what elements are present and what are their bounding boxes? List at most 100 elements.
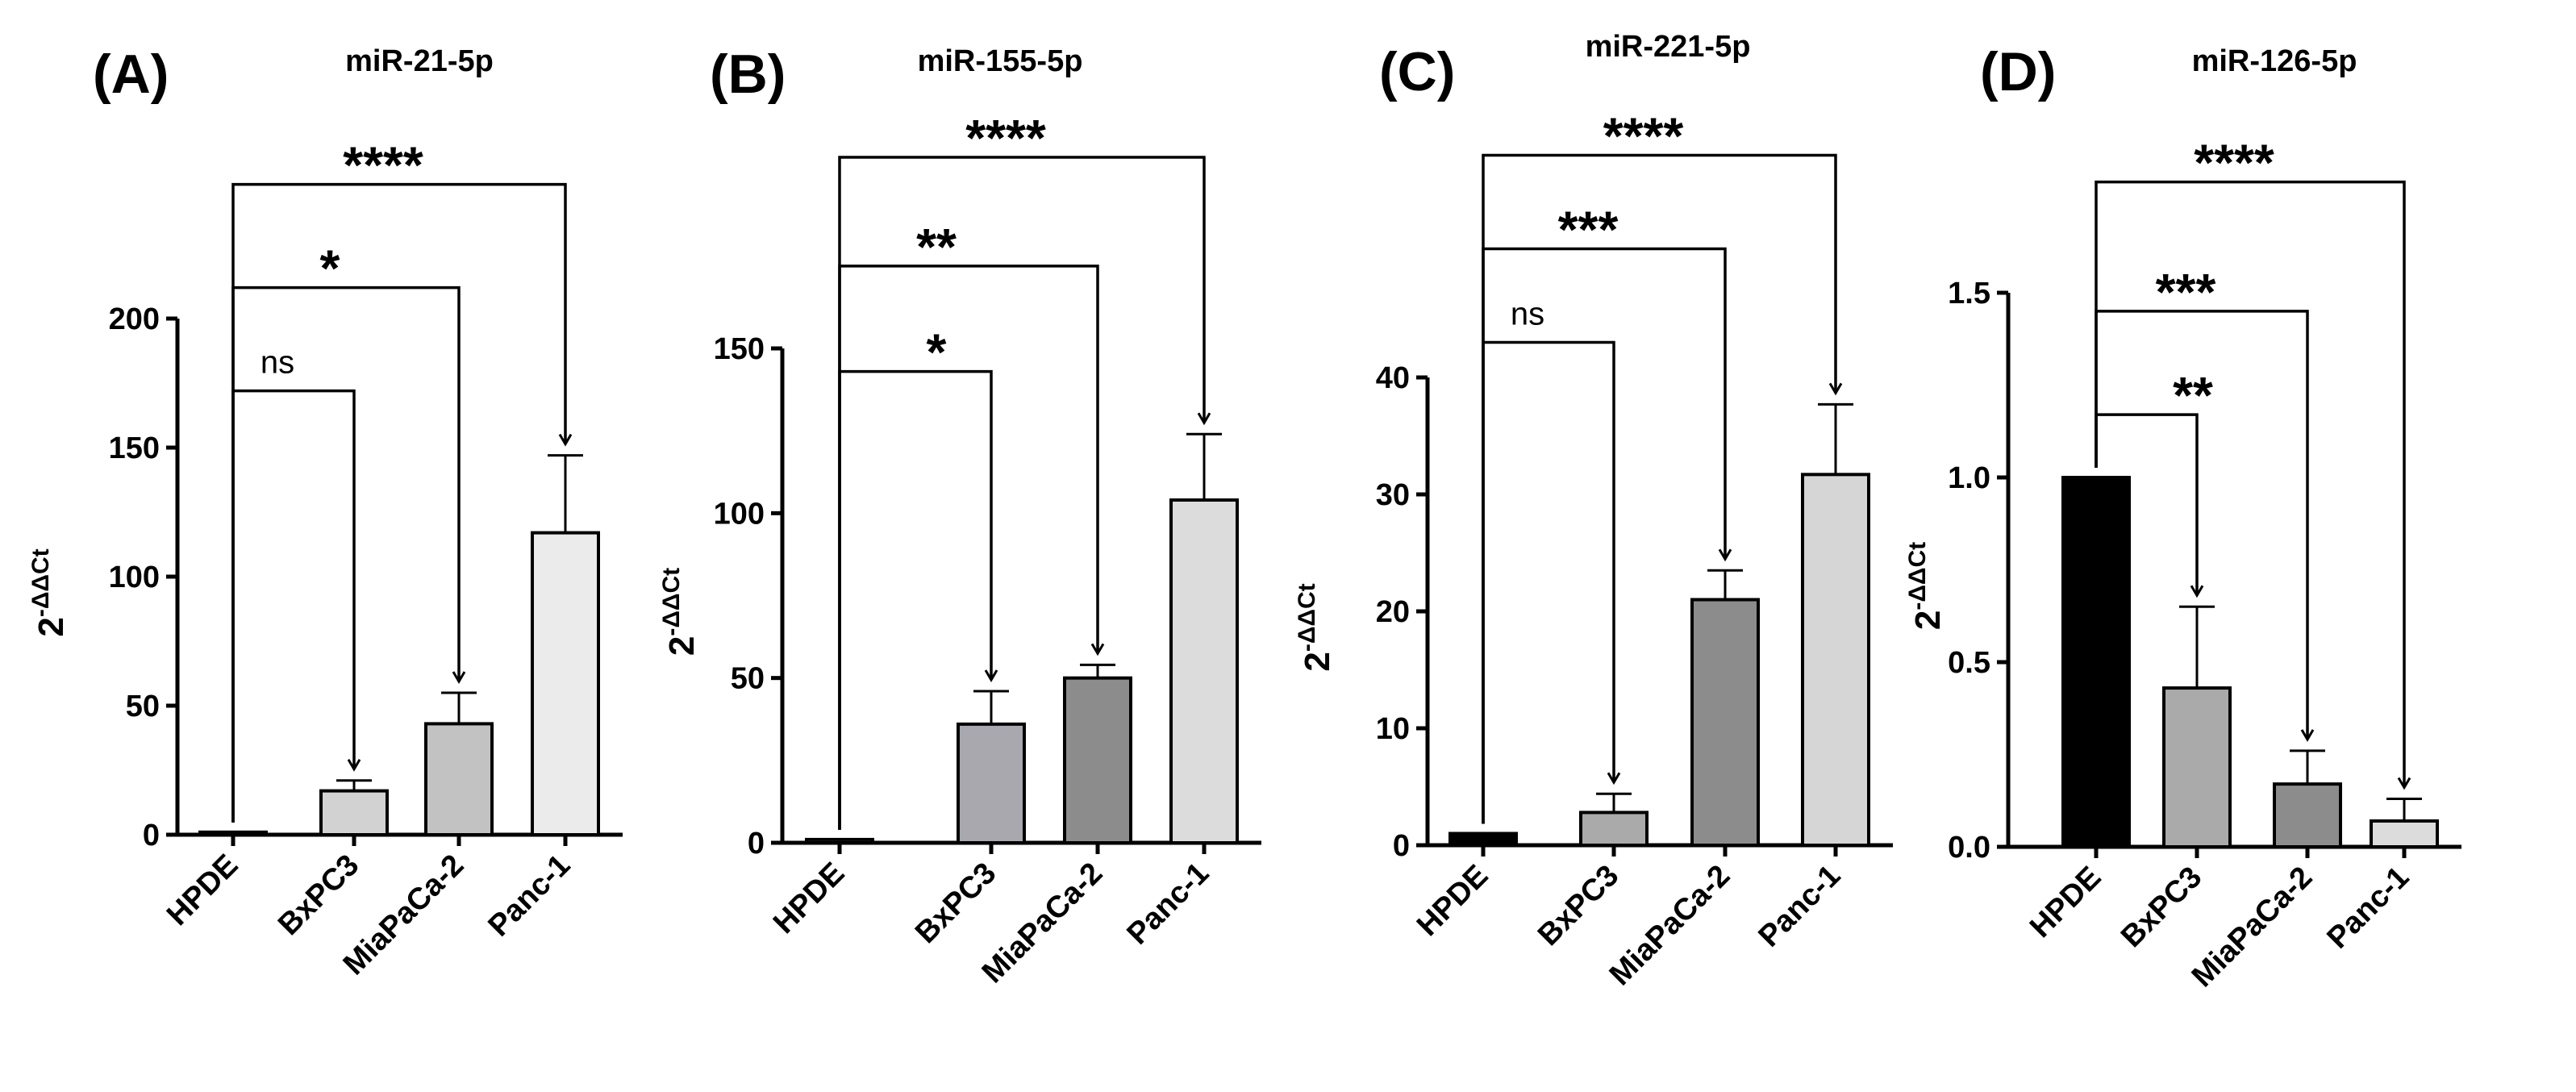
y-tick-label: 200 xyxy=(109,302,160,336)
y-axis-label: 2-ΔΔCt xyxy=(658,568,702,656)
y-tick-label: 20 xyxy=(1376,595,1410,629)
y-tick-label: 30 xyxy=(1376,478,1410,512)
significance-bracket xyxy=(1482,340,1615,824)
y-axis-label-base: 2 xyxy=(1908,611,1948,630)
y-axis-label: 2-ΔΔCt xyxy=(27,548,71,636)
panel-letter: (C) xyxy=(1379,41,1455,102)
significance-label: **** xyxy=(965,109,1046,167)
bar-panc-1 xyxy=(1169,498,1239,845)
panel-letter: (B) xyxy=(710,44,786,105)
bar-miapaca-2 xyxy=(1690,598,1760,847)
y-axis-label-exponent: -ΔΔCt xyxy=(658,568,685,636)
bar-bxpc3 xyxy=(957,722,1026,844)
y-tick-label: 50 xyxy=(731,662,765,696)
significance-bracket xyxy=(1482,247,1727,824)
x-category-label: Panc-1 xyxy=(2321,861,2416,956)
bracket-arrow-icon xyxy=(1828,382,1843,396)
bar-bxpc3 xyxy=(2162,686,2232,848)
significance-bracket xyxy=(231,182,567,823)
y-tick-label: 0.0 xyxy=(1948,831,1990,865)
bar-hpde xyxy=(2061,476,2131,848)
chart-panel-d: (D) miR-126-5p 2-ΔΔCt 0.0 0.5 1.0 1.5 HPDE BxPC3… xyxy=(1904,41,2461,994)
bar-hpde xyxy=(805,837,874,844)
x-category-label: MiaPaCa-2 xyxy=(2186,861,2320,994)
x-category-label: BxPC3 xyxy=(2115,861,2208,954)
y-axis-label-base: 2 xyxy=(662,636,702,656)
y-axis-label: 2-ΔΔCt xyxy=(1904,542,1948,630)
bar-miapaca-2 xyxy=(424,722,494,837)
significance-label: *** xyxy=(1558,201,1619,259)
panel-letter: (A) xyxy=(93,44,169,105)
significance-label: ** xyxy=(2173,366,2213,424)
x-category-label: HPDE xyxy=(767,857,851,940)
panel-letter: (D) xyxy=(1980,41,2056,102)
bar-panc-1 xyxy=(531,531,600,836)
x-category-label: HPDE xyxy=(2024,861,2107,944)
significance-label: * xyxy=(927,323,947,381)
y-tick-label: 1.0 xyxy=(1948,461,1990,495)
y-tick-label: 1.5 xyxy=(1948,277,1990,311)
bar-bxpc3 xyxy=(319,789,389,836)
x-category-label: Panc-1 xyxy=(1121,857,1216,952)
significance-label: *** xyxy=(2156,263,2216,321)
x-category-label: HPDE xyxy=(1411,859,1494,943)
bracket-arrow-icon xyxy=(2300,729,2315,742)
bar-miapaca-2 xyxy=(2273,782,2342,849)
y-tick-label: 0 xyxy=(748,827,765,861)
y-tick-label: 100 xyxy=(109,561,160,594)
bracket-arrow-icon xyxy=(1197,412,1211,426)
x-category-label: HPDE xyxy=(160,848,244,932)
bracket-arrow-icon xyxy=(2190,585,2204,598)
bracket-arrow-icon xyxy=(984,669,998,682)
y-tick-label: 150 xyxy=(714,332,765,366)
significance-label: **** xyxy=(2194,134,2274,192)
y-axis-label-exponent: -ΔΔCt xyxy=(1904,542,1931,611)
y-tick-label: 40 xyxy=(1376,361,1410,395)
bar-bxpc3 xyxy=(1579,811,1649,848)
chart-title: miR-155-5p xyxy=(918,44,1083,78)
bar-panc-1 xyxy=(2370,819,2439,849)
y-tick-label: 50 xyxy=(126,690,160,723)
chart-title: miR-21-5p xyxy=(345,44,494,78)
y-axis-label: 2-ΔΔCt xyxy=(1294,583,1337,671)
significance-label: ** xyxy=(916,218,957,276)
bracket-arrow-icon xyxy=(452,671,466,684)
x-category-label: MiaPaCa-2 xyxy=(1603,859,1737,993)
x-category-label: BxPC3 xyxy=(272,848,365,942)
significance-label: ns xyxy=(261,345,294,381)
significance-bracket xyxy=(231,389,356,823)
y-tick-label: 100 xyxy=(714,497,765,531)
bracket-arrow-icon xyxy=(1090,643,1105,656)
y-tick-label: 150 xyxy=(109,431,160,465)
y-axis-label-exponent: -ΔΔCt xyxy=(27,548,54,617)
significance-bracket xyxy=(2095,180,2406,788)
x-category-label: Panc-1 xyxy=(1753,859,1848,954)
y-axis-label-base: 2 xyxy=(1298,652,1337,671)
significance-bracket xyxy=(1482,153,1837,824)
y-tick-label: 0 xyxy=(143,819,160,852)
bracket-arrow-icon xyxy=(1607,772,1621,786)
y-tick-label: 0.5 xyxy=(1948,646,1990,680)
y-axis-label-exponent: -ΔΔCt xyxy=(1294,583,1320,652)
bar-hpde xyxy=(198,830,268,837)
y-axis-label-base: 2 xyxy=(31,617,71,636)
significance-label: * xyxy=(320,240,340,298)
y-tick-label: 0 xyxy=(1393,829,1410,863)
x-category-label: BxPC3 xyxy=(909,857,1002,950)
significance-label: **** xyxy=(343,136,423,194)
bar-hpde xyxy=(1448,832,1518,847)
chart-title: miR-126-5p xyxy=(2192,44,2357,78)
significance-bracket xyxy=(838,156,1206,830)
bracket-arrow-icon xyxy=(347,759,361,772)
bracket-arrow-icon xyxy=(2397,777,2411,790)
bar-panc-1 xyxy=(1801,473,1870,847)
bar-miapaca-2 xyxy=(1063,676,1132,845)
bracket-arrow-icon xyxy=(1718,548,1732,562)
significance-label: **** xyxy=(1603,107,1684,165)
significance-label: ns xyxy=(1511,297,1544,332)
y-tick-label: 10 xyxy=(1376,712,1410,746)
chart-title: miR-221-5p xyxy=(1586,30,1751,64)
